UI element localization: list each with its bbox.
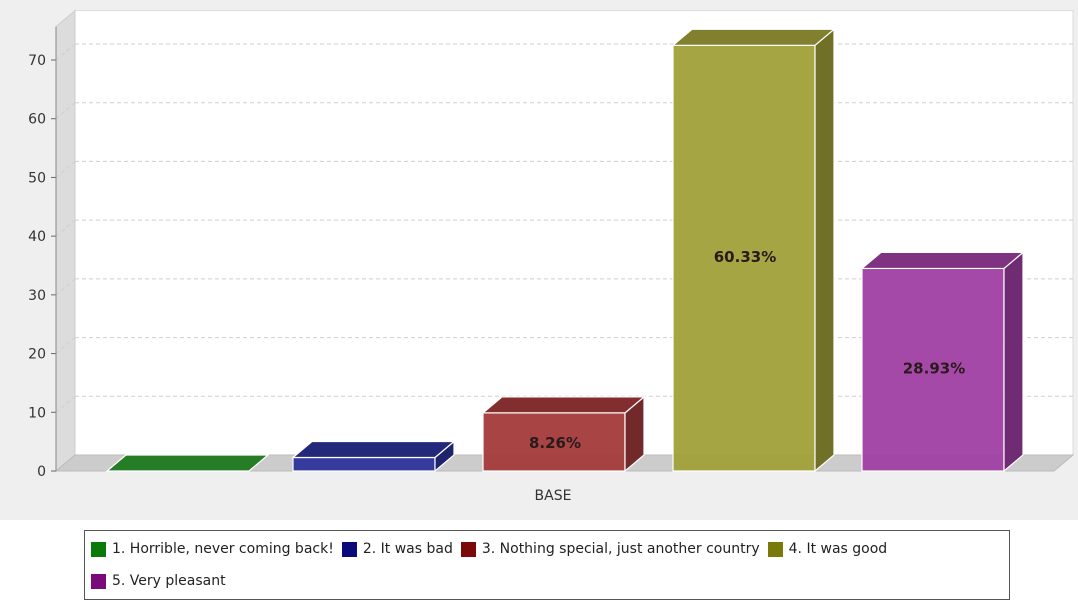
- legend-label: 2. It was bad: [362, 541, 453, 557]
- left-wall: [55, 9, 76, 473]
- bar-side: [1003, 251, 1024, 473]
- legend-label: 3. Nothing special, just another country: [481, 541, 760, 557]
- y-tick-label: 70: [28, 53, 46, 69]
- legend-item: 2. It was bad: [341, 541, 453, 557]
- legend-item: 3. Nothing special, just another country: [460, 541, 760, 557]
- y-tick-label: 30: [28, 288, 46, 304]
- x-category-label: BASE: [535, 488, 572, 504]
- y-tick-label: 50: [28, 170, 46, 186]
- bar-front: [292, 456, 436, 472]
- legend-swatch: [91, 541, 106, 557]
- bar-front: [482, 412, 626, 472]
- y-tick-label: 60: [28, 112, 46, 128]
- y-tick-label: 20: [28, 347, 46, 363]
- bar-side: [814, 28, 835, 473]
- legend-swatch: [460, 541, 476, 557]
- bar-top: [105, 454, 270, 472]
- bar-top: [481, 396, 646, 414]
- legend-swatch: [91, 573, 106, 589]
- bar-top: [671, 28, 836, 46]
- y-tick-label: 0: [37, 464, 46, 480]
- legend-label: 5. Very pleasant: [112, 573, 226, 589]
- bar-front: [672, 44, 816, 472]
- legend-item: 1. Horrible, never coming back!: [91, 541, 334, 557]
- y-tick-label: 10: [28, 405, 46, 421]
- legend-label: 4. It was good: [788, 541, 888, 557]
- legend-row-2: 5. Very pleasant: [91, 573, 234, 589]
- legend-swatch: [341, 541, 357, 557]
- bar-top: [860, 251, 1025, 270]
- bar-data-label: 8.26%: [529, 434, 581, 452]
- legend-item: 5. Very pleasant: [91, 573, 226, 589]
- bar-top: [291, 440, 456, 459]
- legend-swatch: [767, 541, 783, 557]
- bar-data-label: 60.33%: [714, 248, 776, 266]
- legend-label: 1. Horrible, never coming back!: [112, 541, 334, 557]
- bar-data-label: 28.93%: [903, 360, 965, 378]
- legend-item: 4. It was good: [767, 541, 888, 557]
- legend-row-1: 1. Horrible, never coming back! 2. It wa…: [91, 541, 895, 557]
- bar-front: [861, 267, 1005, 472]
- legend: 1. Horrible, never coming back! 2. It wa…: [84, 530, 1010, 600]
- y-tick-label: 40: [28, 229, 46, 245]
